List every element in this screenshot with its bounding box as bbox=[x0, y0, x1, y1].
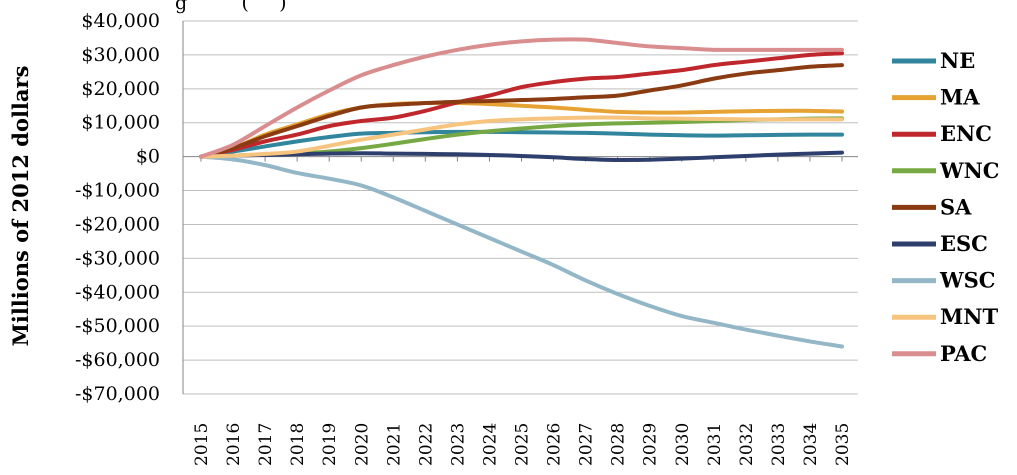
legend-label-enc: ENC bbox=[940, 121, 992, 146]
series-line-ne bbox=[199, 129, 844, 159]
x-tick-label: 2032 bbox=[737, 423, 757, 466]
x-tick-label: 2035 bbox=[833, 423, 853, 466]
y-tick-label: $20,000 bbox=[81, 78, 160, 100]
legend-label-ma: MA bbox=[940, 85, 980, 110]
y-axis-label: Millions of 2012 dollars bbox=[8, 66, 33, 347]
x-tick-label: 2031 bbox=[705, 423, 725, 466]
y-tick-label: -$50,000 bbox=[75, 315, 160, 337]
legend-label-esc: ESC bbox=[940, 231, 988, 256]
x-axis-tick-labels: 2015 2016 2017 2018 2019 2020 2021 2022 2023 2024… bbox=[192, 156, 853, 466]
y-tick-label: -$10,000 bbox=[75, 180, 160, 202]
y-tick-label: $40,000 bbox=[81, 10, 160, 32]
y-tick-label: -$60,000 bbox=[75, 349, 160, 371]
legend-label-wnc: WNC bbox=[939, 158, 1000, 183]
y-tick-label: $0 bbox=[136, 146, 160, 168]
x-tick-label: 2034 bbox=[801, 423, 821, 466]
series-line-enc bbox=[199, 51, 844, 159]
x-tick-label: 2019 bbox=[320, 423, 340, 466]
gridlines bbox=[183, 20, 858, 395]
x-tick-label: 2027 bbox=[577, 423, 597, 466]
series-line-sa bbox=[199, 63, 844, 159]
x-tick-label: 2030 bbox=[673, 423, 693, 466]
x-tick-label: 2017 bbox=[256, 423, 276, 466]
x-tick-label: 2015 bbox=[192, 423, 212, 466]
x-tick-label: 2025 bbox=[513, 423, 533, 466]
x-tick-label: 2023 bbox=[448, 423, 468, 466]
x-tick-label: 2029 bbox=[641, 423, 661, 466]
y-tick-label: $10,000 bbox=[81, 112, 160, 134]
y-tick-label: -$30,000 bbox=[75, 247, 160, 269]
x-tick-label: 2020 bbox=[352, 423, 372, 466]
x-tick-label: 2018 bbox=[288, 423, 308, 466]
y-tick-label: -$70,000 bbox=[75, 383, 160, 405]
series-lines bbox=[199, 37, 844, 349]
y-axis-tick-labels: $40,000 $30,000 $20,000 $10,000 $0 -$10,000 -$… bbox=[75, 10, 160, 405]
series-line-mnt bbox=[199, 115, 844, 159]
series-line-wsc bbox=[199, 154, 844, 349]
x-tick-label: 2022 bbox=[416, 423, 436, 466]
x-tick-label: 2021 bbox=[384, 423, 404, 466]
legend: NE MA ENC WNC SA ESC WSC MNT PAC bbox=[892, 48, 1000, 366]
legend-label-ne: NE bbox=[940, 48, 975, 73]
y-tick-label: -$40,000 bbox=[75, 281, 160, 303]
y-tick-label: $30,000 bbox=[81, 44, 160, 66]
legend-label-mnt: MNT bbox=[940, 304, 998, 329]
legend-label-sa: SA bbox=[940, 194, 972, 219]
chart-title-fragment: g ( ) bbox=[175, 0, 287, 14]
y-tick-label: -$20,000 bbox=[75, 213, 160, 235]
legend-label-wsc: WSC bbox=[939, 268, 995, 293]
series-line-pac bbox=[199, 37, 844, 159]
x-tick-label: 2028 bbox=[609, 423, 629, 466]
x-tick-label: 2026 bbox=[545, 423, 565, 466]
x-tick-label: 2016 bbox=[224, 423, 244, 466]
x-tick-label: 2024 bbox=[480, 423, 500, 466]
series-line-esc bbox=[199, 150, 844, 163]
x-tick-label: 2033 bbox=[769, 423, 789, 466]
legend-label-pac: PAC bbox=[940, 341, 987, 366]
